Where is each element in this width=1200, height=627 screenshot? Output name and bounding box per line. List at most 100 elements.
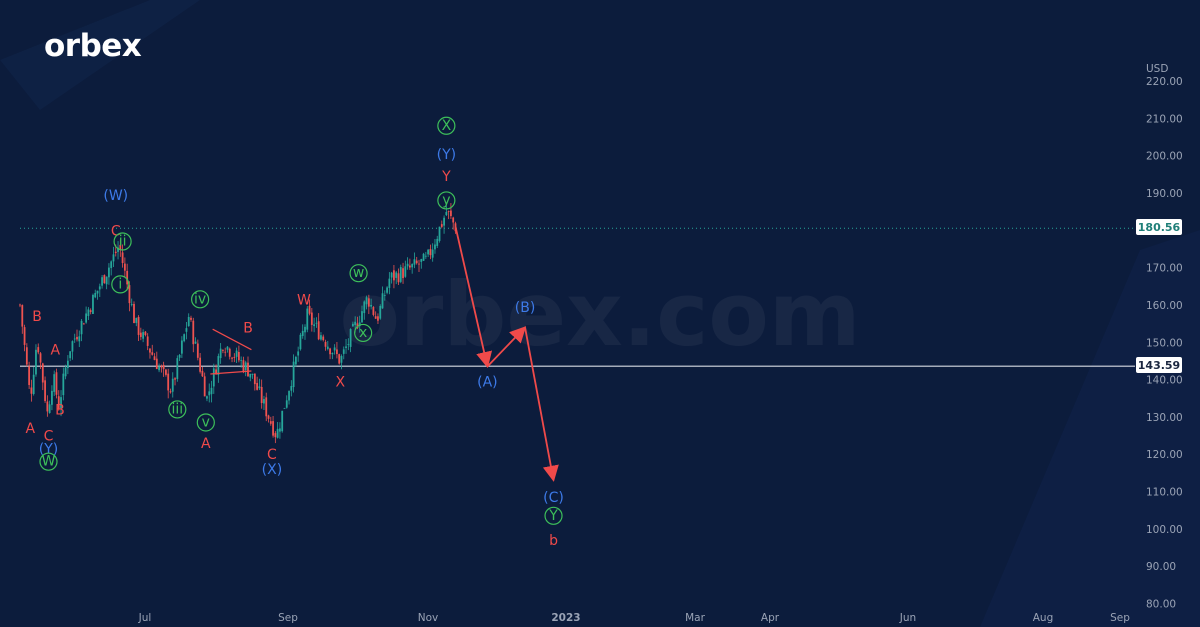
candle-body: [160, 366, 163, 368]
candle: [367, 294, 370, 315]
candle: [208, 383, 211, 403]
candle-body: [418, 263, 420, 265]
candle-body: [237, 352, 240, 361]
candle-body: [251, 373, 254, 375]
candle: [146, 333, 149, 351]
candle: [174, 377, 176, 386]
y-tick-label: 100.00: [1146, 524, 1183, 536]
candle-body: [290, 385, 293, 391]
candle: [139, 327, 142, 341]
level-price-tag: [1136, 357, 1182, 373]
candle: [89, 308, 92, 315]
candle-body: [258, 386, 261, 389]
candle-body: [363, 301, 366, 314]
candle: [196, 339, 199, 361]
candle-body: [397, 273, 400, 283]
candle: [126, 263, 129, 291]
x-tick-label: Jul: [138, 612, 152, 624]
candle-body: [23, 327, 26, 345]
candle-body: [390, 272, 393, 278]
wave-label-text: (A): [477, 374, 498, 390]
candle: [406, 257, 409, 270]
candle: [365, 295, 368, 310]
candle-body: [224, 351, 227, 353]
candle: [135, 317, 138, 327]
candle-body: [422, 253, 425, 261]
candle: [247, 356, 249, 377]
candle-body: [48, 404, 51, 413]
candle: [358, 315, 361, 333]
price-axis: USD 220.00210.00200.00190.00180.00170.00…: [1146, 63, 1183, 611]
candle: [92, 293, 94, 314]
candle-body: [208, 391, 211, 396]
candle-body: [96, 290, 99, 294]
wave-label-text: C: [44, 429, 54, 445]
candle-body: [331, 352, 334, 355]
triangle-upper-line: [212, 328, 252, 351]
candle: [450, 203, 452, 219]
candle-body: [333, 347, 336, 351]
candle: [249, 373, 252, 382]
candle: [121, 244, 124, 268]
wave-label-text: (X): [262, 462, 283, 478]
candle: [237, 345, 240, 363]
wave-label-blue: (Y): [39, 442, 58, 458]
candle: [443, 215, 445, 234]
candle: [256, 376, 259, 391]
candle-body: [201, 370, 204, 377]
candle: [25, 343, 28, 367]
wave-label-text: B: [55, 402, 65, 418]
wave-label-green: w: [349, 264, 368, 283]
candle: [285, 395, 288, 409]
candle-body: [64, 367, 67, 377]
candle: [39, 352, 42, 369]
candle: [171, 372, 174, 398]
candle-body: [199, 357, 202, 372]
candle: [370, 298, 373, 310]
candle: [30, 379, 33, 402]
wave-label-green: x: [354, 323, 373, 343]
candle-body: [313, 324, 316, 327]
candle: [48, 400, 51, 414]
candle-body: [180, 340, 183, 354]
candle: [304, 324, 306, 340]
y-tick-label: 140.00: [1146, 375, 1183, 387]
candle-body: [306, 308, 309, 330]
candle: [269, 416, 272, 426]
wave-labels: ABC(Y)WAB(W)CiiiiiiivvABC(X)WXwxX(Y)Yy(A…: [25, 116, 564, 549]
candle-body: [244, 362, 247, 371]
candle: [361, 305, 363, 323]
wave-label-text: (W): [103, 188, 128, 204]
y-tick-label: 120.00: [1146, 449, 1183, 461]
candle-body: [137, 316, 140, 335]
wave-label-text: b: [549, 533, 558, 549]
candle: [144, 331, 147, 337]
candle-body: [436, 238, 439, 246]
wave-label-blue: (W): [103, 188, 128, 204]
candle: [66, 355, 69, 375]
candle-body: [217, 356, 220, 376]
candle: [395, 270, 398, 285]
candle-body: [411, 264, 414, 268]
candle: [128, 281, 131, 312]
wave-label-green: X: [437, 116, 456, 135]
candle: [85, 306, 88, 324]
price-tags: 180.56 143.59: [1136, 219, 1182, 373]
candle: [372, 306, 375, 317]
candle: [73, 333, 76, 343]
candle-body: [281, 410, 284, 432]
wave-label-red: B: [32, 309, 42, 325]
candle-body: [308, 305, 311, 314]
candle-body: [404, 266, 407, 277]
candle-body: [226, 346, 229, 350]
candle-body: [342, 349, 345, 354]
candle: [62, 367, 65, 401]
candle: [19, 303, 21, 308]
candle: [57, 390, 60, 411]
candle: [383, 290, 386, 301]
candle-body: [260, 386, 263, 404]
candle-body: [21, 305, 24, 327]
candle-body: [105, 276, 108, 285]
x-tick-label: Aug: [1033, 612, 1054, 624]
current-price-value: 180.56: [1138, 221, 1181, 234]
